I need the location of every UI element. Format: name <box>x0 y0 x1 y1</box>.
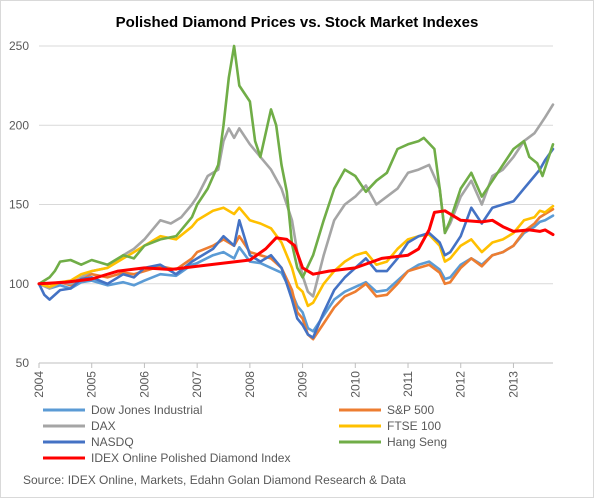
legend-label: IDEX Online Polished Diamond Index <box>91 451 290 465</box>
y-tick-label: 250 <box>9 39 29 53</box>
legend-label: DAX <box>91 419 116 433</box>
legend-item: Hang Seng <box>339 435 447 449</box>
y-tick-label: 150 <box>9 198 29 212</box>
x-tick-label: 2008 <box>243 371 257 398</box>
y-tick-label: 200 <box>9 118 29 132</box>
x-tick-label: 2009 <box>296 371 310 398</box>
legend-item: NASDQ <box>43 435 134 449</box>
legend: Dow Jones Industrial S&P 500 DAX FTSE 100 NA… <box>43 403 447 465</box>
x-axis-ticks: 2004 2005 2006 2007 2008 2009 2010 2011 2012 2013 <box>32 363 520 398</box>
x-tick-label: 2013 <box>506 371 520 398</box>
series-lines <box>37 44 555 341</box>
legend-label: Hang Seng <box>387 435 447 449</box>
legend-label: Dow Jones Industrial <box>91 403 202 417</box>
series-line-nasdq <box>37 147 555 339</box>
legend-item: S&P 500 <box>339 403 434 417</box>
legend-label: FTSE 100 <box>387 419 441 433</box>
x-tick-label: 2012 <box>454 371 468 398</box>
x-tick-label: 2004 <box>32 371 46 398</box>
legend-label: NASDQ <box>91 435 134 449</box>
y-tick-label: 50 <box>16 356 30 370</box>
x-tick-label: 2005 <box>85 371 99 398</box>
legend-label: S&P 500 <box>387 403 434 417</box>
legend-item: FTSE 100 <box>339 419 441 433</box>
series-line-s-p-500 <box>37 208 555 341</box>
legend-item: IDEX Online Polished Diamond Index <box>43 451 290 465</box>
legend-item: Dow Jones Industrial <box>43 403 202 417</box>
series-line-hang-seng <box>37 44 555 286</box>
y-tick-label: 100 <box>9 277 29 291</box>
series-line-idex-online-polished-diamond-index <box>37 209 555 286</box>
x-tick-label: 2010 <box>348 371 362 398</box>
x-tick-label: 2007 <box>190 371 204 398</box>
chart-title: Polished Diamond Prices vs. Stock Market… <box>116 14 479 31</box>
x-tick-label: 2006 <box>137 371 151 398</box>
x-tick-label: 2011 <box>401 371 415 397</box>
series-line-ftse-100 <box>37 204 555 308</box>
legend-item: DAX <box>43 419 116 433</box>
source-note: Source: IDEX Online, Markets, Edahn Gola… <box>23 473 406 487</box>
y-axis-ticks: 50 100 150 200 250 <box>9 39 29 370</box>
